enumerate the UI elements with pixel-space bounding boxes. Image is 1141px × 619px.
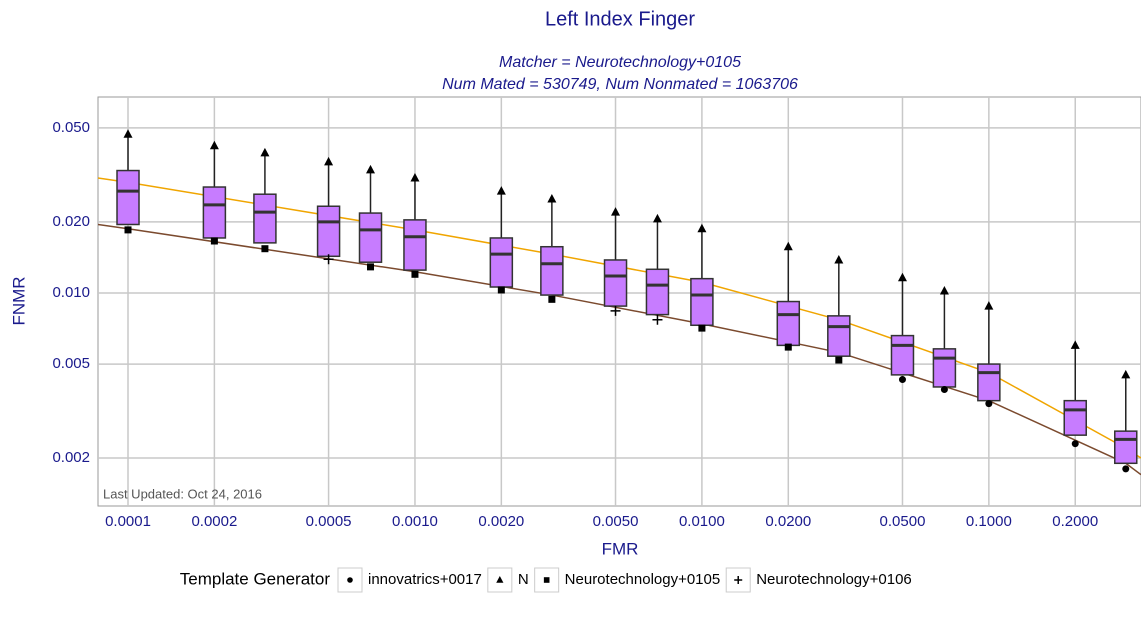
legend-marker <box>543 577 550 583</box>
box <box>827 315 851 357</box>
legend-label: N <box>518 571 529 588</box>
point <box>210 237 218 245</box>
point <box>783 241 793 251</box>
point <box>984 301 994 310</box>
point <box>547 194 557 203</box>
box <box>690 277 714 327</box>
legend-title: Template Generator <box>180 569 331 588</box>
point <box>1122 465 1130 473</box>
y-tick-label: 0.005 <box>52 355 90 372</box>
x-tick-label: 0.0010 <box>392 513 438 530</box>
box <box>253 193 277 244</box>
point <box>611 207 621 216</box>
legend-marker <box>347 577 353 583</box>
legend-label: innovatrics+0017 <box>368 571 482 588</box>
point <box>410 172 420 182</box>
x-tick-label: 0.2000 <box>1052 513 1098 530</box>
point <box>610 305 621 316</box>
box <box>1114 430 1138 465</box>
legend-marker <box>496 576 504 583</box>
point <box>834 254 844 264</box>
x-tick-label: 0.0001 <box>105 513 151 530</box>
x-tick-label: 0.0100 <box>679 513 725 530</box>
box <box>358 212 383 263</box>
x-tick-label: 0.0050 <box>593 513 639 530</box>
point <box>366 164 376 174</box>
point <box>1121 369 1131 379</box>
point <box>260 147 270 157</box>
point <box>548 295 556 303</box>
point <box>652 314 663 325</box>
box <box>645 268 670 316</box>
point <box>985 400 993 408</box>
point <box>697 223 707 233</box>
point <box>898 376 906 384</box>
legend-key <box>487 567 513 593</box>
point <box>1071 440 1079 448</box>
y-axis-label: FNMR <box>9 276 28 325</box>
y-tick-label: 0.010 <box>52 284 90 301</box>
point <box>323 254 334 265</box>
point <box>939 285 949 295</box>
point <box>367 263 375 271</box>
point <box>496 186 506 195</box>
point <box>652 213 662 223</box>
box <box>403 219 427 271</box>
x-tick-label: 0.0200 <box>765 513 811 530</box>
chart-subtitle: Num Mated = 530749, Num Nonmated = 10637… <box>442 76 798 93</box>
legend: Template Generator innovatrics+0017 N Neuro… <box>180 567 912 593</box>
box <box>116 169 140 226</box>
box <box>489 237 514 288</box>
y-tick-label: 0.020 <box>52 213 90 230</box>
x-tick-label: 0.0500 <box>880 513 926 530</box>
point <box>897 272 907 282</box>
legend-label: Neurotechnology+0106 <box>756 571 912 588</box>
x-tick-label: 0.0005 <box>306 513 352 530</box>
box <box>202 186 227 239</box>
y-tick-label: 0.002 <box>52 449 90 466</box>
point <box>124 226 132 234</box>
point <box>1070 340 1080 349</box>
box <box>776 300 801 347</box>
y-tick-label: 0.050 <box>52 119 90 136</box>
box <box>603 259 628 307</box>
chart-subtitle: Matcher = Neurotechnology+0105 <box>499 54 741 71</box>
point <box>123 129 133 138</box>
box <box>540 245 564 296</box>
point <box>209 140 219 150</box>
box <box>316 205 341 258</box>
box <box>890 334 915 376</box>
point <box>784 343 792 351</box>
box <box>977 363 1001 402</box>
point <box>940 386 948 394</box>
legend-label: Neurotechnology+0105 <box>565 571 721 588</box>
point <box>835 356 843 364</box>
x-tick-label: 0.1000 <box>966 513 1012 530</box>
x-tick-label: 0.0020 <box>478 513 524 530</box>
chart-title: Left Index Finger <box>545 8 695 30</box>
box <box>932 348 957 388</box>
x-axis-label: FMR <box>602 539 639 558</box>
annotation: Last Updated: Oct 24, 2016 <box>103 486 262 501</box>
legend-marker <box>734 576 743 584</box>
point <box>324 156 334 166</box>
point <box>497 286 505 294</box>
point <box>698 324 706 332</box>
point <box>261 245 269 253</box>
x-tick-label: 0.0002 <box>191 513 237 530</box>
point <box>411 270 419 278</box>
box <box>1063 399 1087 436</box>
